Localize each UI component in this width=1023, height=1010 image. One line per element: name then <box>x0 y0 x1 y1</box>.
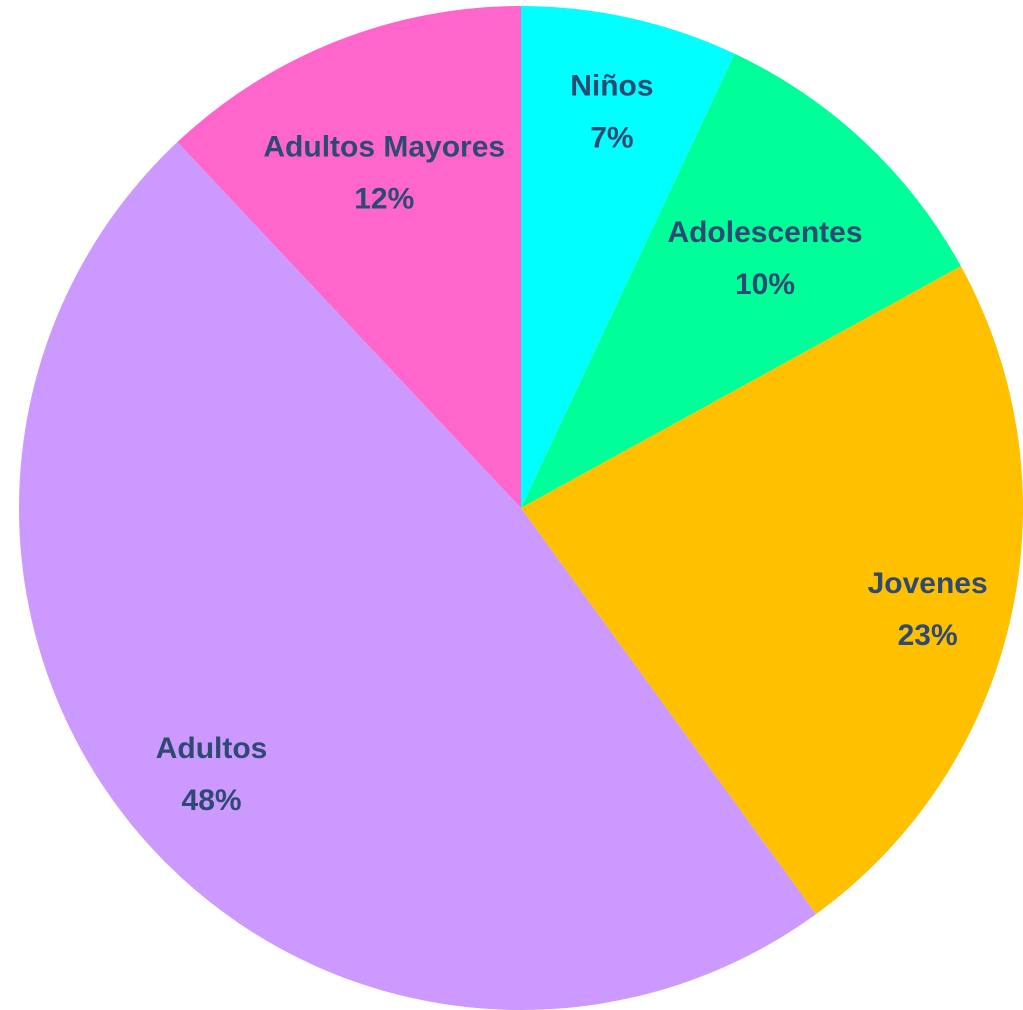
slice-label: Adolescentes 10% <box>667 216 862 301</box>
slice-percent-label: 7% <box>590 121 633 154</box>
slice-label: Niños 7% <box>570 69 653 154</box>
pie-slice-adolescentes <box>521 53 961 508</box>
slice-percent-label: 48% <box>182 784 242 817</box>
slice-label: Adultos 48% <box>156 732 268 817</box>
slice-category-label: Niños <box>570 69 653 102</box>
pie-labels: Niños 7% Adolescentes 10% Jovenes 23% Adultos 4… <box>156 69 988 817</box>
pie-slice-adultos-mayores <box>177 6 521 508</box>
pie-slice-jovenes <box>521 266 1023 915</box>
slice-percent-label: 10% <box>735 268 795 301</box>
pie-slice-niños <box>521 6 735 508</box>
slice-label: Jovenes 23% <box>868 567 988 652</box>
pie-slice-adultos <box>19 142 817 1010</box>
slice-category-label: Adolescentes <box>667 216 862 249</box>
slice-category-label: Jovenes <box>868 567 988 600</box>
slice-percent-label: 12% <box>354 183 414 216</box>
slice-category-label: Adultos <box>156 732 268 765</box>
slice-label: Adultos Mayores 12% <box>263 131 505 216</box>
pie-slices <box>19 6 1023 1010</box>
slice-category-label: Adultos Mayores <box>263 131 505 164</box>
slice-percent-label: 23% <box>898 619 958 652</box>
